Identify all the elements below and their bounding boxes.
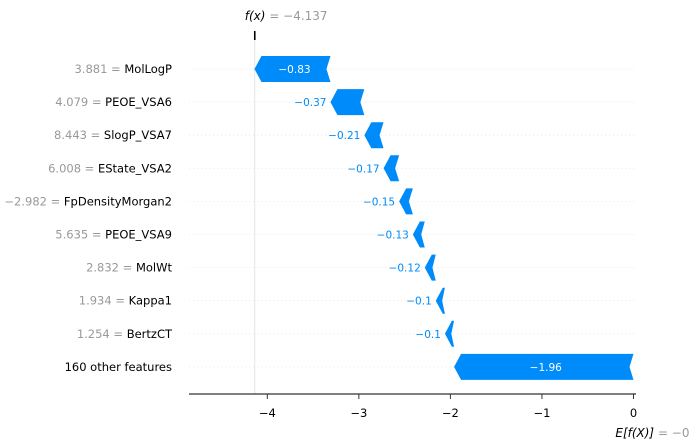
feature-value: 5.635 = [55, 228, 105, 242]
feature-value: 2.832 = [86, 261, 136, 275]
bar-value-label: −0.15 [363, 196, 395, 208]
bar-slogp-vsa7 [364, 122, 384, 149]
fx-annotation: f(x) = −4.137 [245, 9, 328, 40]
x-tick-label: 0 [630, 406, 637, 420]
x-axis: −4 −3 −2 −1 0 E[f(X)] = −0 [189, 393, 690, 440]
bar-mollogp [254, 56, 331, 82]
feature-label: 5.635 = PEOE_VSA9 [55, 228, 172, 242]
base-value-number: = −0 [654, 426, 689, 440]
feature-value: 1.254 = [77, 327, 127, 341]
bar-kappa1 [435, 287, 445, 314]
fx-value-label: f(x) = −4.137 [245, 9, 328, 23]
feature-name: MolWt [136, 261, 173, 275]
feature-label: 3.881 = MolLogP [74, 62, 172, 76]
feature-name: PEOE_VSA6 [105, 95, 172, 109]
bar-160-other-features [454, 353, 634, 380]
bar-peoe-vsa9 [412, 221, 425, 248]
feature-name: FpDensityMorgan2 [64, 194, 172, 208]
feature-labels: 3.881 = MolLogP 4.079 = PEOE_VSA6 8.443 = … [4, 62, 173, 374]
bar-value-label: −0.1 [406, 296, 432, 308]
feature-name: Kappa1 [129, 294, 172, 308]
base-value-symbol: E[f(X)] [615, 426, 654, 440]
feature-label: 1.254 = BertzCT [77, 327, 173, 341]
feature-name: SlogP_VSA7 [104, 128, 172, 142]
fx-symbol: f(x) [245, 9, 266, 23]
feature-name: EState_VSA2 [98, 161, 172, 175]
x-tick-label: −3 [350, 406, 367, 420]
feature-name: MolLogP [124, 62, 172, 76]
x-tick-label: −4 [259, 406, 276, 420]
feature-name: PEOE_VSA9 [105, 228, 172, 242]
bar-value-label: −0.83 [278, 64, 310, 76]
feature-value: 1.934 = [79, 294, 129, 308]
feature-label: 2.832 = MolWt [86, 261, 172, 275]
bar-molwt [424, 254, 436, 281]
bar-fpdensitymorgan2 [399, 188, 413, 215]
bar-value-label: −0.17 [347, 163, 379, 175]
feature-value: 4.079 = [55, 95, 105, 109]
bar-value-label: −1.96 [530, 362, 562, 374]
bar-peoe-vsa6 [330, 89, 365, 116]
bar-value-label: −0.13 [377, 230, 409, 242]
feature-value: −2.982 = [4, 194, 64, 208]
feature-name: 160 other features [65, 360, 172, 374]
feature-label: −2.982 = FpDensityMorgan2 [4, 194, 172, 208]
bars: −0.83 −0.37 −0.21 −0.17 −0.15 −0.13 −0.12 −0.1 −… [254, 56, 634, 380]
gridlines [189, 40, 636, 394]
feature-value: 6.008 = [48, 161, 98, 175]
bar-value-label: −0.37 [294, 97, 326, 109]
feature-label: 160 other features [65, 360, 172, 374]
bar-value-label: −0.12 [389, 263, 421, 275]
bar-bertzct [444, 320, 455, 347]
feature-label: 4.079 = PEOE_VSA6 [55, 95, 172, 109]
bar-value-label: −0.1 [415, 329, 441, 341]
feature-value: 8.443 = [54, 128, 104, 142]
x-tick-label: −1 [533, 406, 550, 420]
feature-label: 6.008 = EState_VSA2 [48, 161, 172, 175]
base-value-label: E[f(X)] = −0 [615, 426, 689, 440]
fx-number: = −4.137 [265, 9, 327, 23]
feature-name: BertzCT [127, 327, 173, 341]
bar-estate-vsa2 [383, 155, 400, 182]
feature-label: 8.443 = SlogP_VSA7 [54, 128, 172, 142]
x-tick-label: −2 [442, 406, 459, 420]
feature-value: 3.881 = [74, 62, 124, 76]
bar-value-label: −0.21 [328, 130, 360, 142]
feature-label: 1.934 = Kappa1 [79, 294, 172, 308]
